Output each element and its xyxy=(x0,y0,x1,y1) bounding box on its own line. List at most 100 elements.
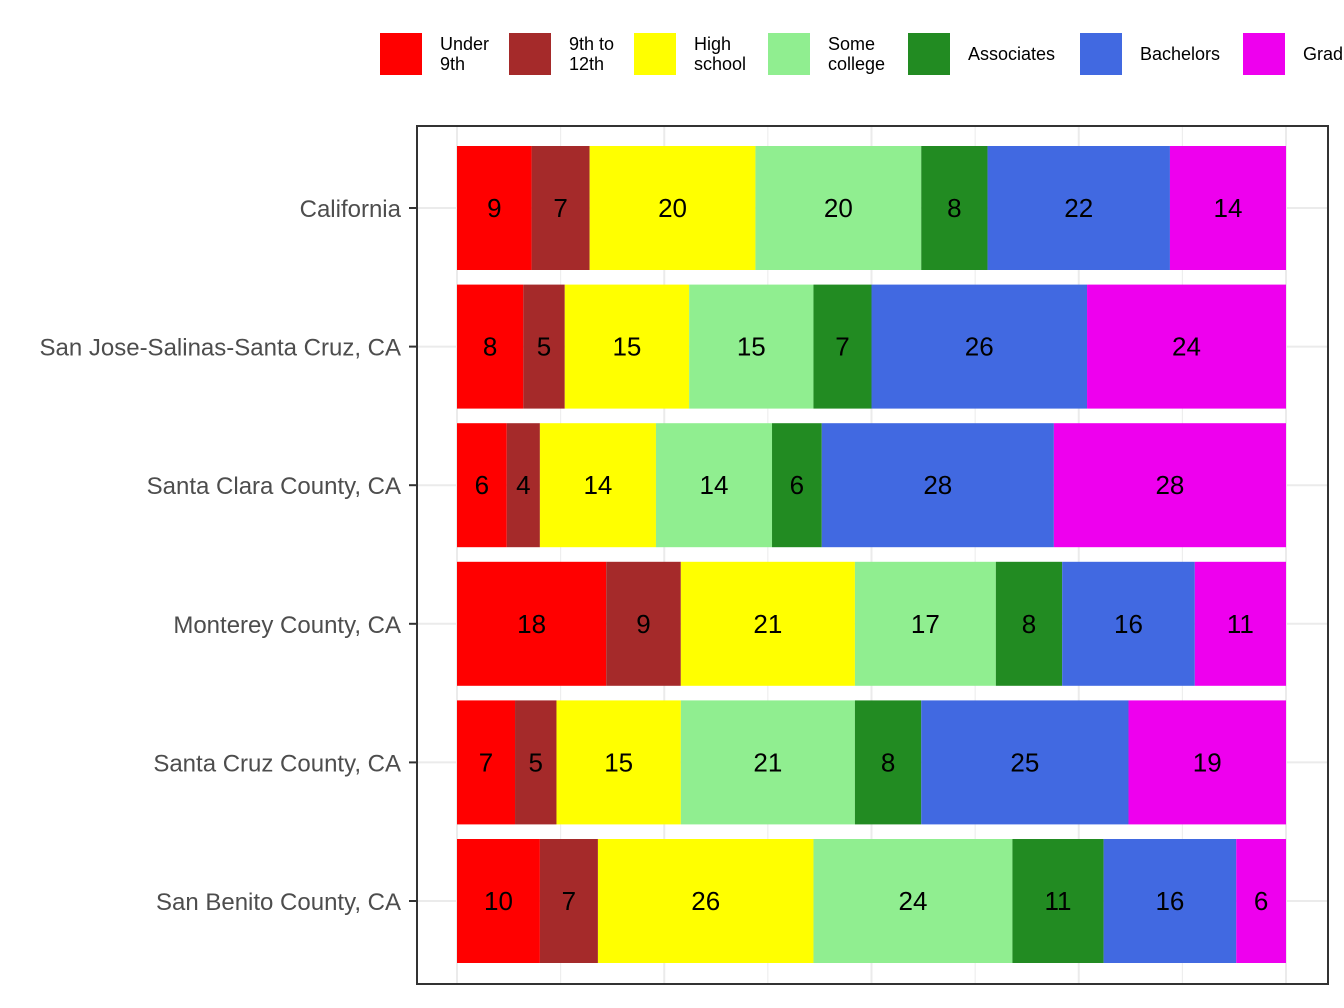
bar-santa-cruz-county-ca-bachelors xyxy=(921,700,1129,825)
data-label: 8 xyxy=(947,193,961,223)
bar-santa-cruz-county-ca-associates xyxy=(854,700,922,825)
bar-san-jose-salinas-santa-cruz-ca-high-school xyxy=(564,284,690,409)
bar-santa-clara-county-ca-9th-to-12th xyxy=(506,423,540,548)
panel-border xyxy=(416,125,1329,985)
bar-san-jose-salinas-santa-cruz-ca-9th-to-12th xyxy=(523,284,565,409)
data-label: 5 xyxy=(537,332,551,362)
data-label: 21 xyxy=(753,609,782,639)
bar-california-under-9th xyxy=(457,146,532,270)
bar-san-jose-salinas-santa-cruz-ca-under-9th xyxy=(457,284,524,409)
bar-monterey-county-ca-grad xyxy=(1194,561,1286,686)
data-label: 16 xyxy=(1114,609,1143,639)
data-label: 8 xyxy=(483,332,497,362)
bar-monterey-county-ca-some-college xyxy=(854,561,996,686)
legend-label: Associates xyxy=(968,44,1055,64)
data-label: 7 xyxy=(562,886,576,916)
data-label: 9 xyxy=(487,193,501,223)
y-tick-label: Monterey County, CA xyxy=(173,612,401,639)
data-label: 14 xyxy=(700,470,729,500)
data-label: 18 xyxy=(517,609,546,639)
legend-key-under-9th xyxy=(380,33,422,75)
data-label: 15 xyxy=(737,332,766,362)
bar-california-9th-to-12th xyxy=(531,146,590,270)
bar-santa-clara-county-ca-grad xyxy=(1053,423,1286,548)
data-label: 19 xyxy=(1193,747,1222,777)
bar-santa-clara-county-ca-some-college xyxy=(655,423,773,548)
data-label: 5 xyxy=(529,747,543,777)
bar-san-benito-county-ca-9th-to-12th xyxy=(539,839,598,963)
data-label: 22 xyxy=(1064,193,1093,223)
bar-san-benito-county-ca-high-school xyxy=(597,839,814,963)
bar-san-benito-county-ca-bachelors xyxy=(1103,839,1237,963)
bar-monterey-county-ca-under-9th xyxy=(457,561,607,686)
bar-santa-cruz-county-ca-high-school xyxy=(556,700,681,825)
data-label: 11 xyxy=(1227,609,1254,639)
data-label: 7 xyxy=(479,747,493,777)
legend-label: 9th to 12th xyxy=(569,34,614,74)
data-label: 7 xyxy=(553,193,567,223)
data-label: 21 xyxy=(753,747,782,777)
legend-label: Under 9th xyxy=(440,34,489,74)
bar-monterey-county-ca-9th-to-12th xyxy=(606,561,681,686)
legend-key-bachelors xyxy=(1080,33,1122,75)
data-label: 28 xyxy=(1155,470,1184,500)
data-label: 8 xyxy=(881,747,895,777)
legend: Under 9th 9th to 12th High school Some college A… xyxy=(380,33,1343,75)
y-tick-label: Santa Clara County, CA xyxy=(147,473,401,500)
bar-california-high-school xyxy=(589,146,756,270)
legend-label: Bachelors xyxy=(1140,44,1220,64)
bar-santa-clara-county-ca-under-9th xyxy=(457,423,507,548)
bar-san-jose-salinas-santa-cruz-ca-associates xyxy=(813,284,872,409)
y-tick-label: San Benito County, CA xyxy=(156,889,401,916)
bar-san-jose-salinas-santa-cruz-ca-some-college xyxy=(689,284,814,409)
legend-label: Some college xyxy=(828,34,885,74)
data-label: 7 xyxy=(835,332,849,362)
data-label: 8 xyxy=(1022,609,1036,639)
bar-monterey-county-ca-bachelors xyxy=(1062,561,1195,686)
data-label: 16 xyxy=(1155,886,1184,916)
data-label: 15 xyxy=(612,332,641,362)
data-label: 20 xyxy=(824,193,853,223)
legend-key-associates xyxy=(908,33,950,75)
data-label: 11 xyxy=(1045,886,1072,916)
data-label: 26 xyxy=(691,886,720,916)
data-label: 4 xyxy=(516,470,530,500)
bar-california-bachelors xyxy=(987,146,1170,270)
data-label: 20 xyxy=(658,193,687,223)
legend-key-some-college xyxy=(768,33,810,75)
bar-santa-cruz-county-ca-under-9th xyxy=(457,700,516,825)
y-tick-label: California xyxy=(300,196,402,223)
data-label: 25 xyxy=(1010,747,1039,777)
data-label: 24 xyxy=(898,886,927,916)
bar-santa-clara-county-ca-associates xyxy=(772,423,822,548)
legend-key-grad xyxy=(1243,33,1285,75)
legend-key-9th-to-12th xyxy=(509,33,551,75)
data-label: 24 xyxy=(1172,332,1201,362)
bar-monterey-county-ca-associates xyxy=(995,561,1063,686)
bar-san-jose-salinas-santa-cruz-ca-grad xyxy=(1087,284,1286,409)
bar-santa-clara-county-ca-high-school xyxy=(539,423,656,548)
bar-california-some-college xyxy=(755,146,922,270)
bar-san-benito-county-ca-some-college xyxy=(813,839,1013,963)
bar-california-grad xyxy=(1169,146,1286,270)
data-label: 28 xyxy=(923,470,952,500)
bar-santa-cruz-county-ca-grad xyxy=(1128,700,1286,825)
legend-label: High school xyxy=(694,34,746,74)
data-label: 17 xyxy=(911,609,940,639)
bar-santa-cruz-county-ca-9th-to-12th xyxy=(515,700,557,825)
bar-san-jose-salinas-santa-cruz-ca-bachelors xyxy=(871,284,1088,409)
bar-san-benito-county-ca-associates xyxy=(1012,839,1104,963)
data-label: 26 xyxy=(965,332,994,362)
bar-san-benito-county-ca-grad xyxy=(1236,839,1286,963)
y-axis: California San Jose-Salinas-Santa Cruz, C… xyxy=(40,196,417,916)
bar-california-associates xyxy=(921,146,988,270)
data-label: 9 xyxy=(636,609,650,639)
data-label: 6 xyxy=(1254,886,1268,916)
y-tick-label: San Jose-Salinas-Santa Cruz, CA xyxy=(40,335,402,362)
y-tick-label: Santa Cruz County, CA xyxy=(153,750,401,777)
bar-santa-clara-county-ca-bachelors xyxy=(821,423,1054,548)
data-label: 6 xyxy=(790,470,804,500)
bar-san-benito-county-ca-under-9th xyxy=(457,839,540,963)
legend-label: Grad xyxy=(1303,44,1343,64)
